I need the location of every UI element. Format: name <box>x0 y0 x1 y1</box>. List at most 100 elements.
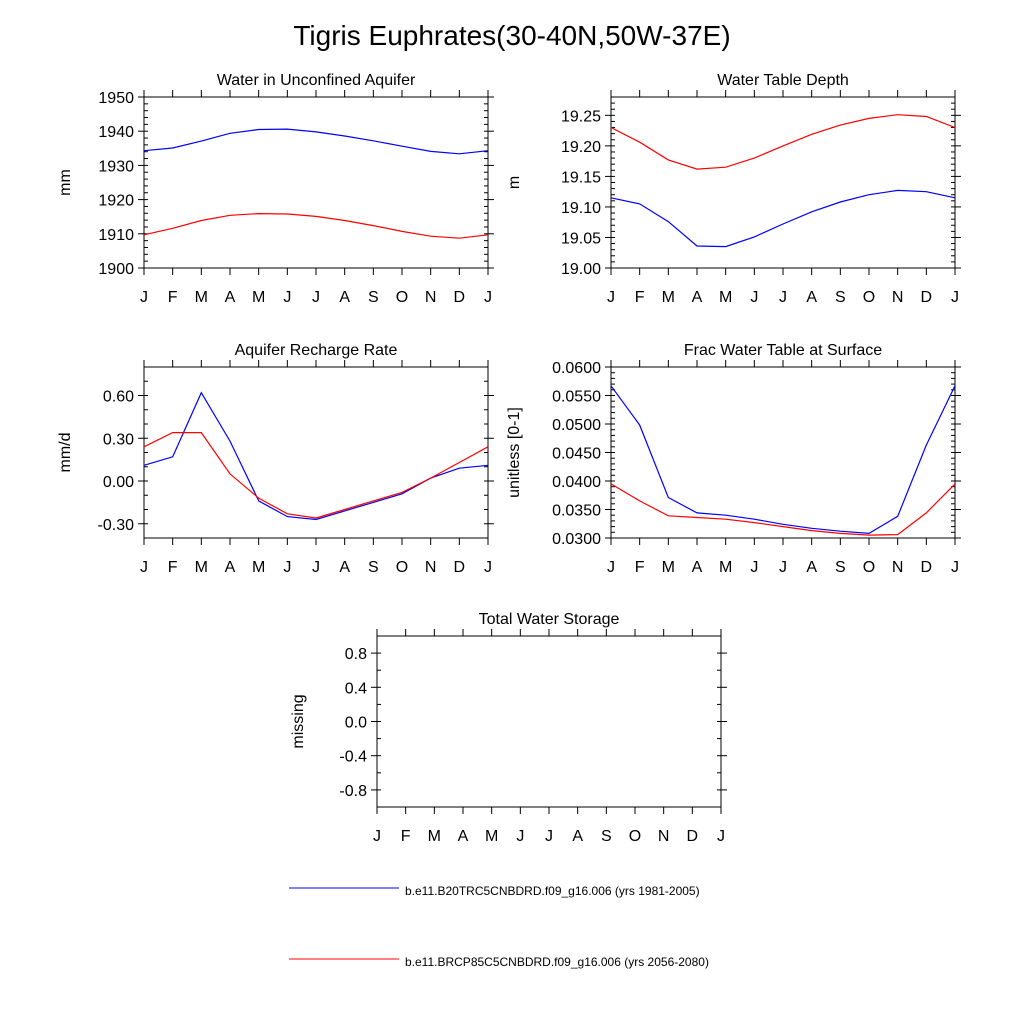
y-tick-label: 1920 <box>98 193 134 210</box>
x-tick-label: D <box>687 828 699 845</box>
x-tick-label: D <box>921 289 933 306</box>
series-line-blue <box>610 385 956 535</box>
chart-title: Water in Unconfined Aquifer <box>217 72 416 89</box>
x-tick-label: F <box>635 559 645 576</box>
y-tick-label: -0.8 <box>339 783 367 800</box>
y-tick-label: 19.05 <box>561 230 601 247</box>
x-tick-label: D <box>454 559 466 576</box>
series-line-blue <box>143 391 489 521</box>
x-tick-label: M <box>719 559 732 576</box>
y-tick-label: 19.10 <box>561 200 601 217</box>
y-tick-label: 1900 <box>98 261 134 278</box>
x-tick-label: N <box>425 289 437 306</box>
x-tick-label: M <box>485 828 498 845</box>
legend-label-1: b.e11.B20TRC5CNBDRD.f09_g16.006 (yrs 198… <box>405 884 700 898</box>
y-axis-label: mm/d <box>57 433 74 473</box>
y-tick-label: 1940 <box>98 124 134 141</box>
x-tick-label: S <box>601 828 612 845</box>
y-tick-label: 19.25 <box>561 108 601 125</box>
x-tick-label: S <box>835 289 846 306</box>
x-tick-label: J <box>951 559 959 576</box>
x-tick-label: O <box>863 289 875 306</box>
x-tick-label: M <box>195 559 208 576</box>
x-tick-label: O <box>863 559 875 576</box>
y-tick-label: 1930 <box>98 158 134 175</box>
x-tick-label: A <box>692 559 703 576</box>
x-tick-label: A <box>458 828 469 845</box>
x-tick-label: J <box>312 289 320 306</box>
y-tick-label: 0.00 <box>103 474 134 491</box>
x-tick-label: S <box>835 559 846 576</box>
x-tick-label: M <box>719 289 732 306</box>
chart-title: Water Table Depth <box>717 72 849 89</box>
legend-line-2 <box>289 958 399 960</box>
x-tick-label: M <box>662 289 675 306</box>
x-tick-label: N <box>892 289 904 306</box>
x-tick-label: A <box>572 828 583 845</box>
plot-frame <box>143 96 489 269</box>
series-line-blue <box>143 128 489 155</box>
y-tick-label: 19.00 <box>561 261 601 278</box>
x-tick-label: J <box>607 559 615 576</box>
x-tick-label: O <box>396 559 408 576</box>
y-axis-label: m <box>506 176 523 189</box>
x-tick-label: A <box>806 559 817 576</box>
x-tick-label: N <box>892 559 904 576</box>
chart-title: Aquifer Recharge Rate <box>235 342 398 359</box>
x-tick-label: J <box>750 289 758 306</box>
y-tick-label: 19.15 <box>561 169 601 186</box>
y-tick-label: 0.0350 <box>552 503 601 520</box>
y-tick-label: 19.20 <box>561 139 601 156</box>
y-tick-label: -0.4 <box>339 749 367 766</box>
plot-frame <box>610 96 956 269</box>
chart-3: Aquifer Recharge Rate mm/d -0.30 0.00 0.30 0.… <box>57 342 494 576</box>
x-tick-label: J <box>545 828 553 845</box>
x-tick-label: N <box>425 559 437 576</box>
y-tick-label: 0.4 <box>345 680 367 697</box>
y-tick-label: 0.0400 <box>552 474 601 491</box>
x-tick-label: J <box>779 559 787 576</box>
y-tick-label: 0.0300 <box>552 531 601 548</box>
x-tick-label: A <box>225 559 236 576</box>
x-tick-label: J <box>283 289 291 306</box>
x-tick-label: J <box>717 828 725 845</box>
x-tick-label: A <box>806 289 817 306</box>
y-tick-label: 0.0450 <box>552 446 601 463</box>
x-tick-label: A <box>225 289 236 306</box>
x-tick-label: F <box>401 828 411 845</box>
series-line-red <box>610 483 956 536</box>
x-tick-label: J <box>373 828 381 845</box>
x-tick-label: N <box>658 828 670 845</box>
y-tick-label: 0.0550 <box>552 389 601 406</box>
series-line-blue <box>610 189 956 248</box>
x-tick-label: F <box>635 289 645 306</box>
y-tick-label: 0.30 <box>103 431 134 448</box>
x-tick-label: J <box>779 289 787 306</box>
chart-2: Water Table Depth m 19.00 19.05 19.10 19.15 19… <box>506 72 961 306</box>
plot-frame <box>376 635 722 808</box>
x-tick-label: J <box>484 289 492 306</box>
y-axis-label: mm <box>57 169 74 196</box>
legend-line-1 <box>289 887 399 889</box>
legend-label-2: b.e11.BRCP85C5CNBDRD.f09_g16.006 (yrs 20… <box>405 955 709 969</box>
series-line-red <box>143 212 489 239</box>
x-tick-label: J <box>951 289 959 306</box>
chart-1: Water in Unconfined Aquifer mm 1900 1910 192… <box>57 72 494 306</box>
chart-title: Frac Water Table at Surface <box>684 342 882 359</box>
y-axis-label: missing <box>290 694 307 748</box>
x-tick-label: J <box>607 289 615 306</box>
series-line-red <box>143 432 489 519</box>
x-tick-label: S <box>368 559 379 576</box>
x-tick-label: M <box>195 289 208 306</box>
x-tick-label: M <box>662 559 675 576</box>
y-tick-label: -0.30 <box>98 517 135 534</box>
x-tick-label: O <box>396 289 408 306</box>
x-tick-label: F <box>168 289 178 306</box>
x-tick-label: M <box>428 828 441 845</box>
x-tick-label: F <box>168 559 178 576</box>
y-tick-label: 0.60 <box>103 389 134 406</box>
x-tick-label: A <box>692 289 703 306</box>
x-tick-label: A <box>339 289 350 306</box>
x-tick-label: J <box>140 559 148 576</box>
